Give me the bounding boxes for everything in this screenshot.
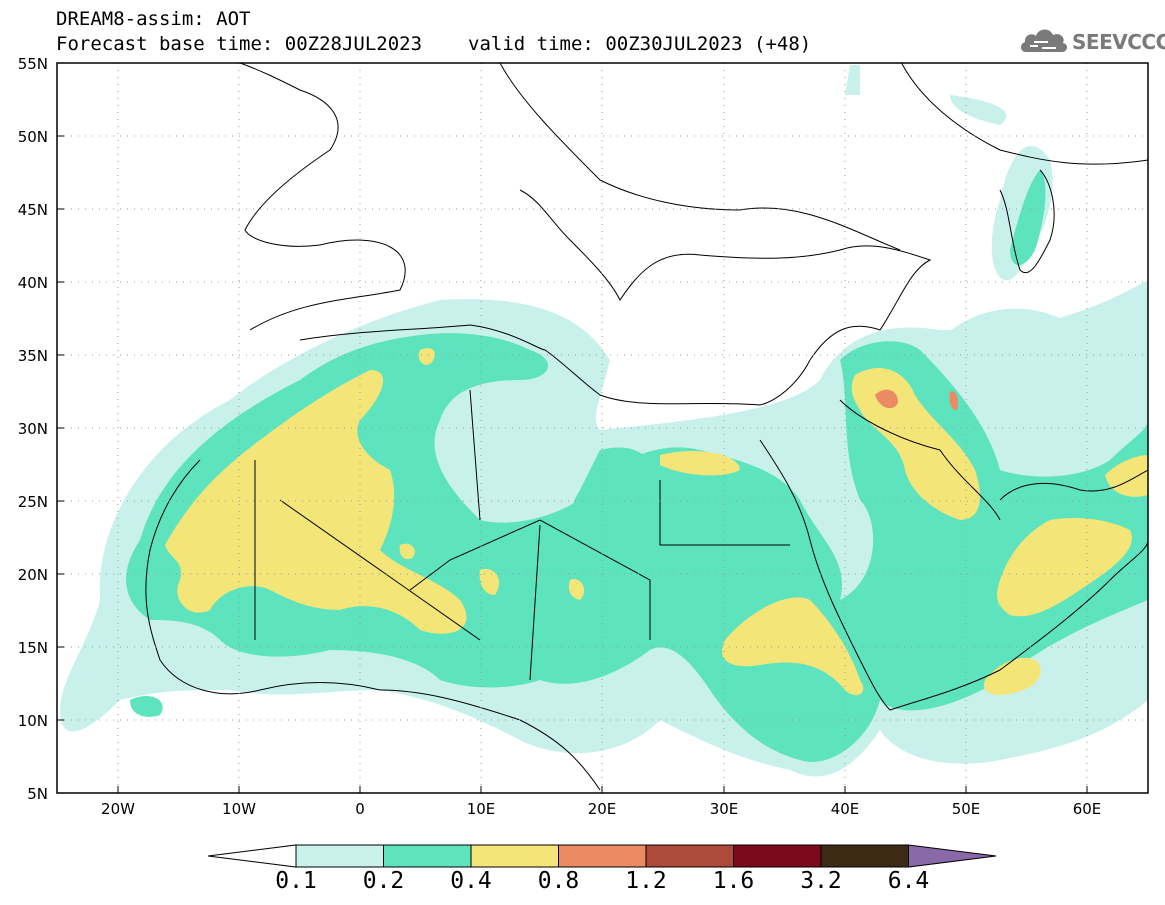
colorbar-swatch bbox=[733, 844, 822, 868]
seevccc-logo: SEEVCCC bbox=[1018, 24, 1165, 58]
colorbar-label: 6.4 bbox=[887, 868, 930, 894]
lon-label: 40E bbox=[830, 800, 860, 818]
colorbar-swatch bbox=[820, 844, 909, 868]
colorbar-label: 3.2 bbox=[800, 868, 842, 894]
lon-label: 30E bbox=[709, 800, 739, 818]
graticule bbox=[57, 63, 1148, 793]
colorbar-label: 1.6 bbox=[712, 868, 755, 894]
lon-label: 60E bbox=[1072, 800, 1102, 818]
lat-label: 45N bbox=[17, 201, 48, 219]
lat-label: 15N bbox=[17, 639, 48, 657]
colorbar-swatch bbox=[383, 844, 472, 868]
cloud-icon bbox=[1020, 29, 1068, 52]
colorbar-swatch bbox=[470, 844, 559, 868]
lon-label: 50E bbox=[951, 800, 981, 818]
colorbar-label: 0.2 bbox=[362, 868, 405, 894]
colorbar-lower-arrow bbox=[207, 844, 297, 868]
lat-label: 50N bbox=[17, 128, 48, 146]
lat-label: 20N bbox=[17, 566, 48, 584]
colorbar-upper-arrow bbox=[908, 844, 997, 868]
lat-label: 10N bbox=[17, 712, 48, 730]
colorbar-label: 0.1 bbox=[275, 868, 317, 894]
valid-time: valid time: 00Z30JUL2023 (+48) bbox=[468, 33, 812, 55]
colorbar-swatch bbox=[645, 844, 734, 868]
colorbar-swatch bbox=[295, 844, 384, 868]
lat-label: 5N bbox=[27, 785, 48, 803]
time-info: Forecast base time: 00Z28JUL2023 valid ti… bbox=[56, 33, 811, 55]
lon-label: 10E bbox=[466, 800, 496, 818]
lat-label: 55N bbox=[17, 55, 48, 73]
aot-level-0-4 bbox=[165, 348, 1148, 696]
lat-label: 35N bbox=[17, 347, 48, 365]
aot-level-0-8 bbox=[875, 389, 959, 411]
lat-label: 25N bbox=[17, 493, 48, 511]
lat-label: 40N bbox=[17, 274, 48, 292]
lat-label: 30N bbox=[17, 420, 48, 438]
lon-label: 20W bbox=[101, 800, 135, 818]
colorbar-swatch bbox=[558, 844, 647, 868]
aot-field bbox=[60, 65, 1148, 777]
colorbar-label: 0.8 bbox=[537, 868, 580, 894]
forecast-base-time: Forecast base time: 00Z28JUL2023 bbox=[56, 33, 423, 55]
axis-ticks bbox=[57, 135, 1088, 793]
map-title: DREAM8-assim: AOT bbox=[56, 8, 251, 30]
lon-label: 0 bbox=[355, 800, 365, 818]
lon-label: 10W bbox=[222, 800, 256, 818]
colorbar bbox=[207, 844, 997, 868]
lon-label: 20E bbox=[587, 800, 617, 818]
logo-text: SEEVCCC bbox=[1072, 30, 1165, 54]
colorbar-label: 0.4 bbox=[450, 868, 492, 894]
colorbar-label: 1.2 bbox=[625, 868, 667, 894]
